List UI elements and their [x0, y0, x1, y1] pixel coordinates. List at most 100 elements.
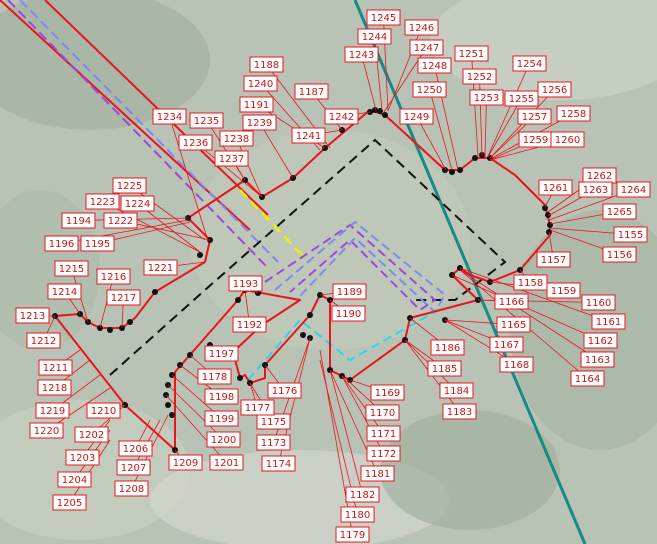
point-label-1221[interactable]: 1221: [143, 259, 178, 276]
point-label-1189[interactable]: 1189: [332, 283, 367, 300]
point-label-1236[interactable]: 1236: [178, 134, 213, 151]
point-label-1217[interactable]: 1217: [106, 289, 141, 306]
point-label-1261[interactable]: 1261: [538, 179, 573, 196]
point-label-1209[interactable]: 1209: [168, 454, 203, 471]
point-label-1196[interactable]: 1196: [44, 235, 79, 252]
point-label-1172[interactable]: 1172: [366, 445, 401, 462]
point-label-1240[interactable]: 1240: [243, 75, 278, 92]
point-label-1197[interactable]: 1197: [204, 345, 239, 362]
point-label-1259[interactable]: 1259: [518, 131, 553, 148]
point-label-1179[interactable]: 1179: [335, 526, 370, 543]
point-label-1237[interactable]: 1237: [214, 150, 249, 167]
point-label-1156[interactable]: 1156: [602, 246, 637, 263]
point-label-1185[interactable]: 1185: [427, 360, 462, 377]
point-label-1224[interactable]: 1224: [120, 195, 155, 212]
point-label-1243[interactable]: 1243: [344, 46, 379, 63]
point-label-1182[interactable]: 1182: [345, 486, 380, 503]
point-label-1178[interactable]: 1178: [197, 368, 232, 385]
point-label-1167[interactable]: 1167: [489, 336, 524, 353]
point-label-1157[interactable]: 1157: [536, 251, 571, 268]
point-label-1203[interactable]: 1203: [65, 449, 100, 466]
point-label-1225[interactable]: 1225: [112, 177, 147, 194]
point-label-1166[interactable]: 1166: [494, 293, 529, 310]
point-label-1183[interactable]: 1183: [442, 403, 477, 420]
point-label-1170[interactable]: 1170: [365, 404, 400, 421]
point-label-1241[interactable]: 1241: [291, 127, 326, 144]
point-label-1246[interactable]: 1246: [404, 19, 439, 36]
point-label-1253[interactable]: 1253: [469, 89, 504, 106]
point-label-1257[interactable]: 1257: [517, 108, 552, 125]
point-label-1260[interactable]: 1260: [550, 131, 585, 148]
point-label-1249[interactable]: 1249: [399, 108, 434, 125]
point-label-1265[interactable]: 1265: [602, 203, 637, 220]
point-label-1159[interactable]: 1159: [546, 282, 581, 299]
point-label-1199[interactable]: 1199: [204, 410, 239, 427]
point-label-1163[interactable]: 1163: [580, 351, 615, 368]
point-label-1211[interactable]: 1211: [38, 359, 73, 376]
point-label-1252[interactable]: 1252: [462, 68, 497, 85]
point-label-1244[interactable]: 1244: [357, 28, 392, 45]
point-label-1247[interactable]: 1247: [409, 39, 444, 56]
point-label-1235[interactable]: 1235: [189, 112, 224, 129]
point-label-1187[interactable]: 1187: [294, 83, 329, 100]
point-label-1193[interactable]: 1193: [228, 275, 263, 292]
point-label-1192[interactable]: 1192: [232, 316, 267, 333]
point-label-1174[interactable]: 1174: [261, 455, 296, 472]
point-label-1234[interactable]: 1234: [152, 108, 187, 125]
point-label-1204[interactable]: 1204: [57, 471, 92, 488]
point-label-1262[interactable]: 1262: [582, 167, 617, 184]
point-label-1214[interactable]: 1214: [47, 283, 82, 300]
point-label-1213[interactable]: 1213: [15, 307, 50, 324]
point-label-1173[interactable]: 1173: [256, 434, 291, 451]
point-label-1188[interactable]: 1188: [249, 56, 284, 73]
point-label-1200[interactable]: 1200: [206, 431, 241, 448]
point-label-1191[interactable]: 1191: [239, 96, 274, 113]
point-label-1190[interactable]: 1190: [331, 305, 366, 322]
point-label-1239[interactable]: 1239: [242, 114, 277, 131]
point-label-1195[interactable]: 1195: [80, 235, 115, 252]
point-label-1205[interactable]: 1205: [52, 494, 87, 511]
point-label-1245[interactable]: 1245: [366, 9, 401, 26]
point-label-1202[interactable]: 1202: [74, 426, 109, 443]
point-label-1194[interactable]: 1194: [61, 212, 96, 229]
point-label-1177[interactable]: 1177: [240, 399, 275, 416]
point-label-1215[interactable]: 1215: [54, 260, 89, 277]
point-label-1208[interactable]: 1208: [114, 480, 149, 497]
point-label-1160[interactable]: 1160: [581, 294, 616, 311]
point-label-1168[interactable]: 1168: [499, 356, 534, 373]
point-label-1218[interactable]: 1218: [37, 379, 72, 396]
point-label-1171[interactable]: 1171: [366, 425, 401, 442]
point-label-1256[interactable]: 1256: [537, 81, 572, 98]
point-label-1184[interactable]: 1184: [439, 382, 474, 399]
point-label-1238[interactable]: 1238: [219, 130, 254, 147]
point-label-1255[interactable]: 1255: [504, 90, 539, 107]
point-label-1201[interactable]: 1201: [209, 454, 244, 471]
point-label-1242[interactable]: 1242: [324, 108, 359, 125]
point-label-1258[interactable]: 1258: [556, 105, 591, 122]
point-label-1251[interactable]: 1251: [454, 45, 489, 62]
point-label-1181[interactable]: 1181: [360, 465, 395, 482]
point-label-1155[interactable]: 1155: [613, 226, 648, 243]
point-label-1216[interactable]: 1216: [96, 268, 131, 285]
point-label-1169[interactable]: 1169: [370, 384, 405, 401]
point-label-1175[interactable]: 1175: [256, 413, 291, 430]
point-label-1158[interactable]: 1158: [513, 274, 548, 291]
point-label-1180[interactable]: 1180: [340, 506, 375, 523]
point-label-1212[interactable]: 1212: [26, 332, 61, 349]
point-label-1162[interactable]: 1162: [583, 332, 618, 349]
point-label-1250[interactable]: 1250: [412, 81, 447, 98]
point-label-1161[interactable]: 1161: [591, 313, 626, 330]
point-label-1207[interactable]: 1207: [116, 459, 151, 476]
point-label-1164[interactable]: 1164: [570, 370, 605, 387]
point-label-1222[interactable]: 1222: [103, 212, 138, 229]
point-label-1264[interactable]: 1264: [616, 181, 651, 198]
point-label-1248[interactable]: 1248: [417, 57, 452, 74]
point-label-1254[interactable]: 1254: [512, 55, 547, 72]
point-label-1219[interactable]: 1219: [35, 402, 70, 419]
point-label-1198[interactable]: 1198: [204, 388, 239, 405]
point-label-1223[interactable]: 1223: [85, 193, 120, 210]
point-label-1165[interactable]: 1165: [496, 316, 531, 333]
point-label-1263[interactable]: 1263: [578, 181, 613, 198]
